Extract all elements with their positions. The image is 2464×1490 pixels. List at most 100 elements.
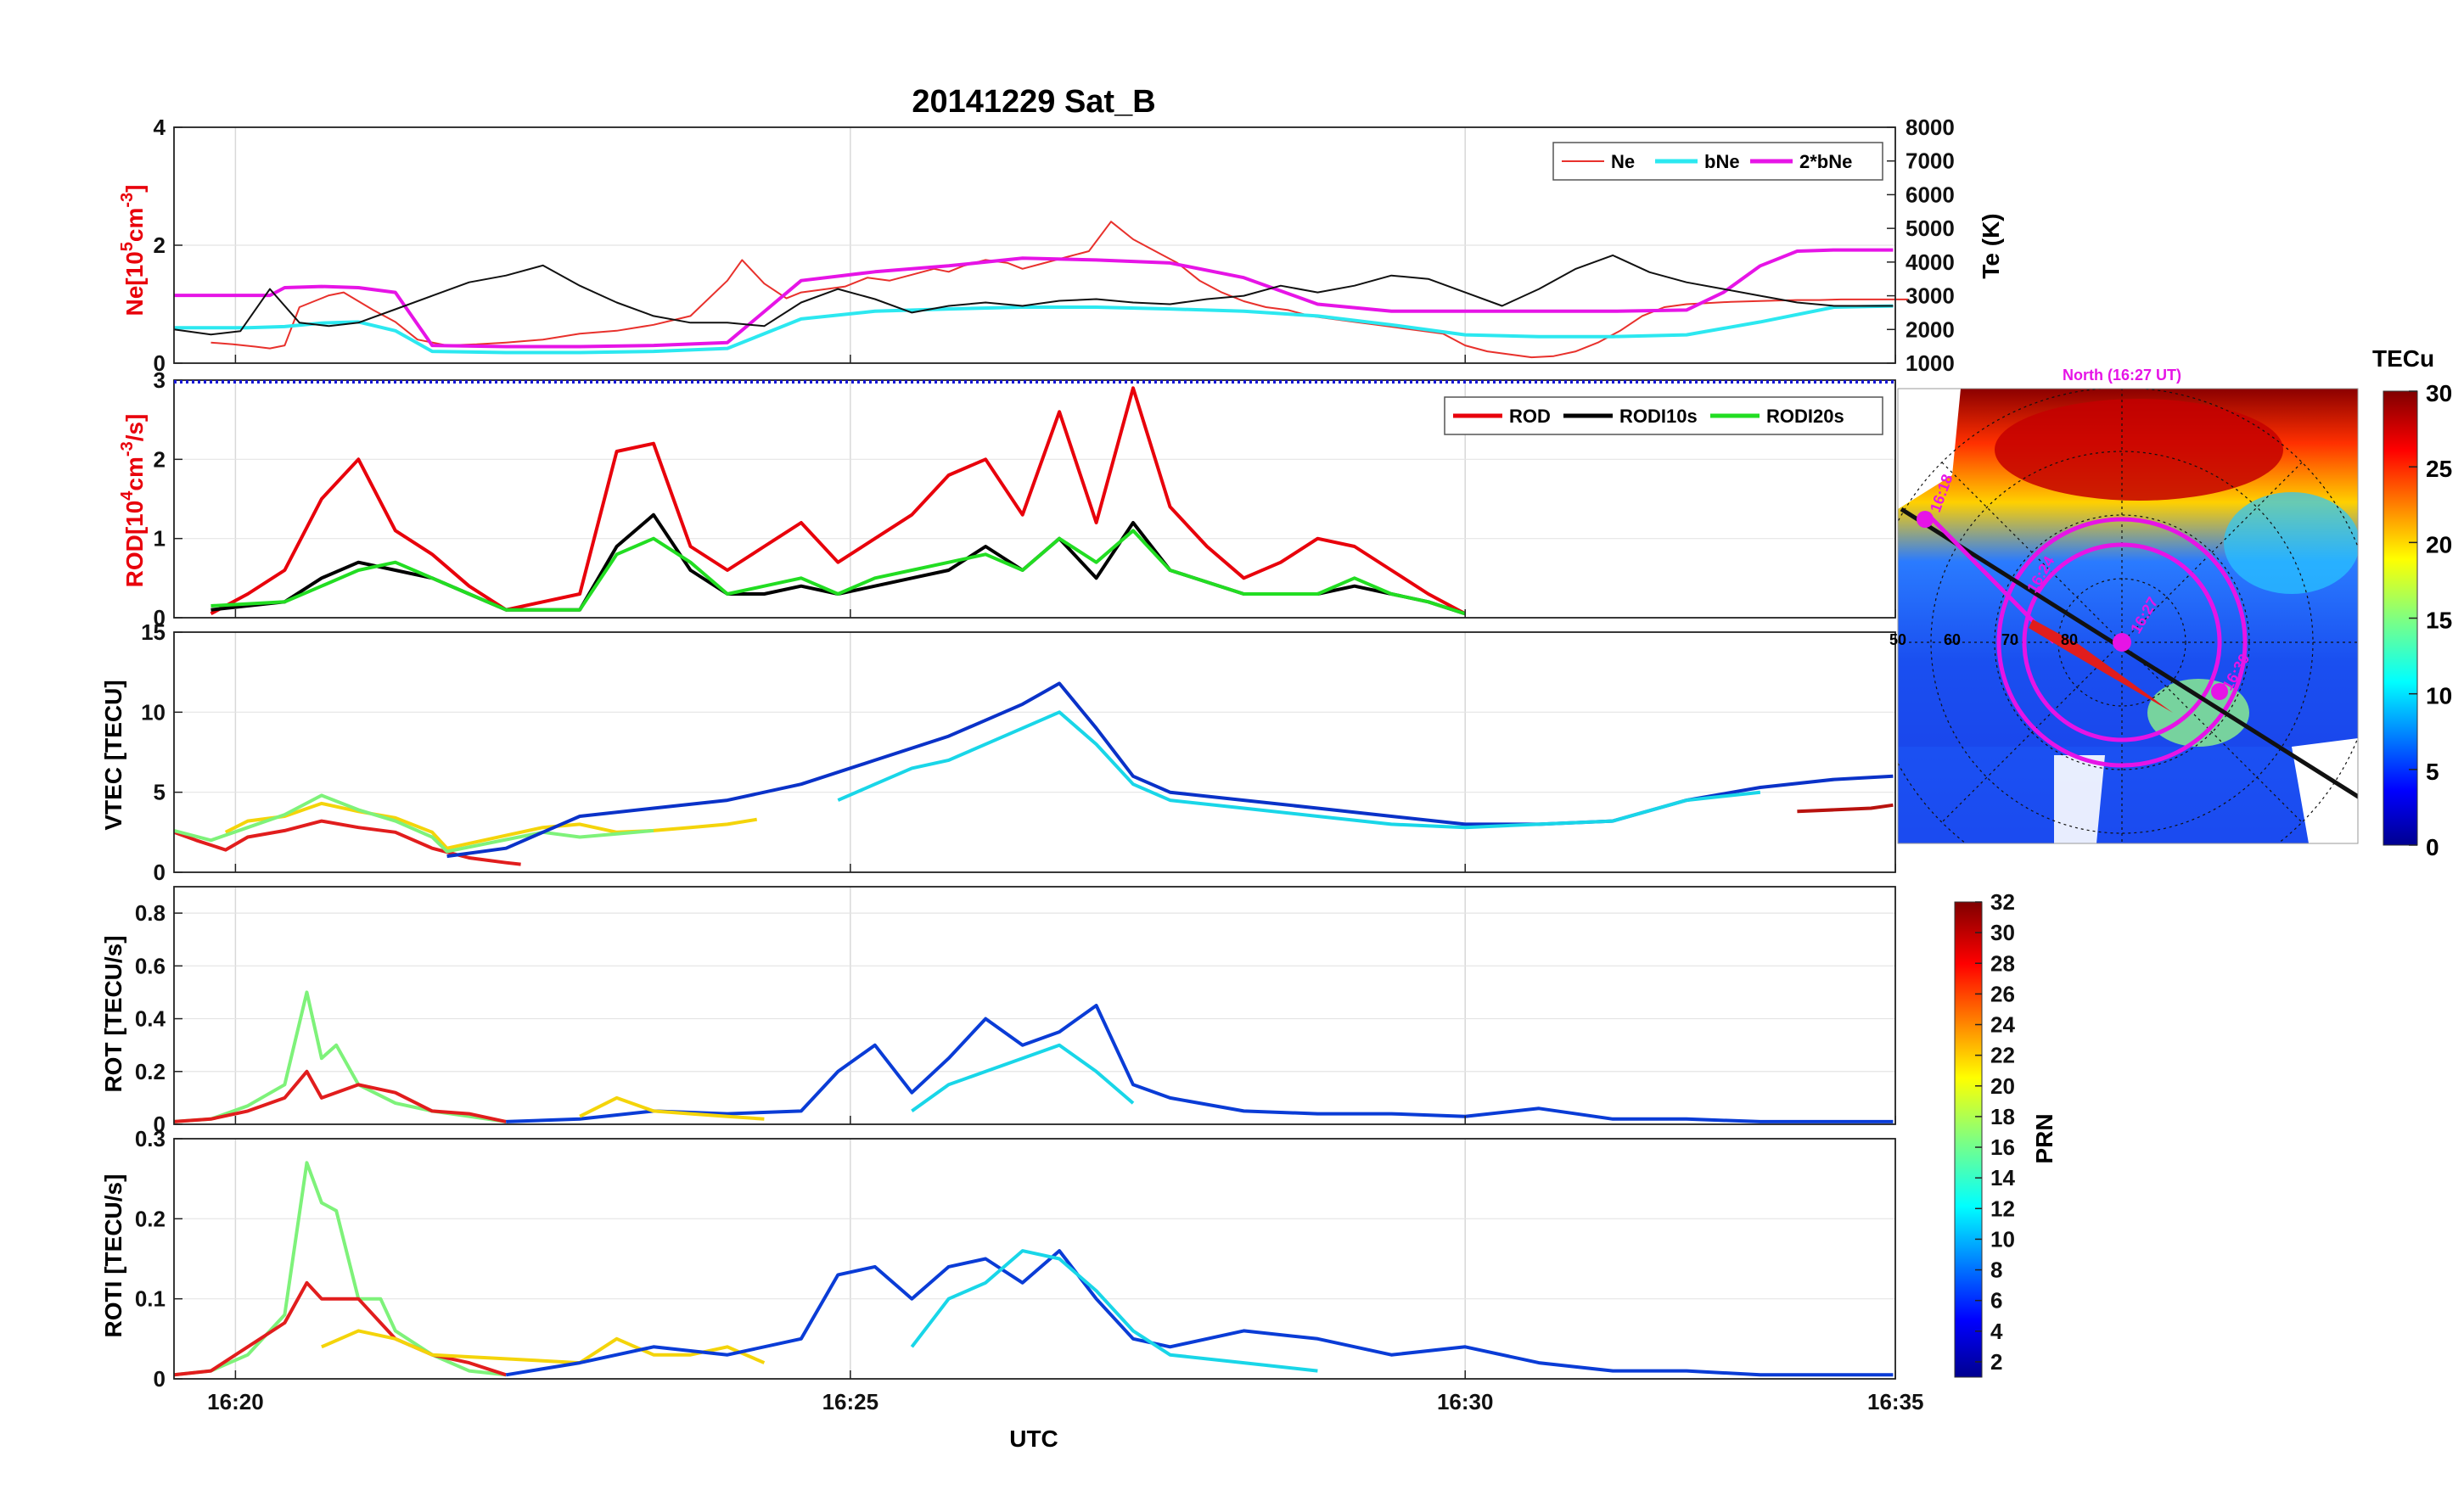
y-tick-label: 0.2 (135, 1059, 166, 1084)
tec-cbar-tick-label: 30 (2426, 380, 2452, 406)
plot-frame (173, 1138, 1896, 1380)
y-tick-label: 0.1 (135, 1286, 166, 1312)
prn-cbar-tick-label: 26 (1990, 981, 2015, 1006)
y-tick-label: 0.2 (135, 1206, 166, 1231)
x-tick-label: 16:30 (1437, 1389, 1494, 1414)
y-tick-label: 5 (154, 780, 166, 805)
prn-cbar-tick-label: 12 (1990, 1196, 2015, 1221)
series-cyan (837, 710, 1761, 830)
legend-ne: Ne (1611, 151, 1635, 172)
prn-cbar-tick-label: 4 (1990, 1319, 2003, 1344)
plot-frame (173, 126, 1896, 364)
y-tick-label: 3 (154, 367, 166, 393)
y-tick-label: 0.4 (135, 1006, 166, 1032)
legend-2bne: 2*bNe (1799, 151, 1852, 172)
series-te (173, 254, 1894, 336)
y-tick-label: 10 (141, 699, 166, 725)
tec-map-inset: North (16:27 UT) (1889, 345, 2452, 860)
x-axis-label: UTC (1009, 1426, 1058, 1452)
rod-legend: ROD RODI10s RODI20s (1444, 396, 1883, 435)
series-cyan (911, 1043, 1135, 1113)
y-tick-label: 15 (141, 619, 166, 645)
prn-cbar-tick-label: 30 (1990, 920, 2015, 945)
series-yellow (579, 1095, 765, 1121)
series-red (173, 819, 521, 866)
prn-cbar-tick-label: 6 (1990, 1288, 2002, 1314)
series-yellow (321, 1329, 766, 1365)
tec-cbar-tick-label: 5 (2426, 759, 2439, 785)
vtec-panel: 0 5 10 15 (141, 619, 1897, 885)
series-2-bne (174, 248, 1894, 349)
y-tick-label: 4 (154, 115, 166, 140)
plot-frame (173, 886, 1896, 1125)
roti-panel: 0 0.1 0.2 0.3 16:20 16:25 16:30 16:35 (135, 1126, 1924, 1414)
prn-cbar-tick-label: 18 (1990, 1104, 2015, 1129)
series-rodi20s (210, 529, 1466, 616)
prn-label: PRN (2031, 1113, 2057, 1163)
tec-cbar-tick-label: 20 (2426, 531, 2452, 557)
y-tick-label: 0 (154, 350, 166, 376)
y2-tick-label: 2000 (1906, 316, 1955, 342)
ne-axis-label: Ne[105cm-3] (118, 185, 148, 316)
series-blue (506, 1004, 1894, 1123)
prn-cbar-tick-label: 14 (1990, 1165, 2015, 1190)
x-tick-label: 16:35 (1867, 1389, 1924, 1414)
series-rod (210, 386, 1467, 616)
ne-legend: Ne bNe 2*bNe (1552, 142, 1883, 181)
y2-tick-label: 3000 (1906, 283, 1955, 309)
rot-axis-label: ROT [TECU/s] (100, 935, 126, 1092)
prn-cbar-tick-label: 10 (1990, 1226, 2015, 1252)
prn-cbar-tick-label: 20 (1990, 1073, 2015, 1099)
map-lat-60: 60 (1944, 631, 1961, 648)
figure-title: 20141229 Sat_B (912, 84, 1155, 120)
series-cyan (910, 1249, 1318, 1373)
roti-axis-label: ROTI [TECU/s] (100, 1174, 126, 1338)
tec-cbar-tick-label: 10 (2426, 683, 2452, 709)
y-tick-label: 0 (154, 1112, 166, 1137)
tec-cbar-tick-label: 0 (2426, 834, 2439, 860)
tec-cbar-tick-label: 25 (2426, 456, 2452, 482)
plot-frame (173, 631, 1896, 873)
y2-tick-label: 7000 (1906, 148, 1955, 174)
y2-tick-label: 8000 (1906, 115, 1955, 140)
rot-panel: 0 0.2 0.4 0.6 0.8 (135, 886, 1897, 1137)
y2-tick-label: 6000 (1906, 182, 1955, 207)
map-lat-70: 70 (2001, 631, 2018, 648)
series-dark-red (1797, 803, 1894, 814)
y-tick-label: 0 (154, 860, 166, 885)
prn-colorbar (1954, 901, 1983, 1378)
y2-tick-label: 4000 (1906, 249, 1955, 275)
y-tick-label: 2 (154, 446, 166, 472)
tec-cbar-tick-label: 15 (2426, 608, 2452, 634)
y2-tick-label: 1000 (1906, 350, 1955, 376)
map-lat-50: 50 (1889, 631, 1906, 648)
legend-rodi20s: RODI20s (1766, 406, 1844, 427)
legend-rodi10s: RODI10s (1619, 406, 1698, 427)
y-tick-label: 0.3 (135, 1126, 166, 1151)
x-tick-label: 16:25 (822, 1389, 879, 1414)
plot-area (174, 632, 1895, 872)
y-tick-label: 1 (154, 526, 166, 552)
prn-cbar-tick-label: 8 (1990, 1258, 2002, 1283)
y-tick-label: 0 (154, 1366, 166, 1392)
y-tick-label: 0.6 (135, 953, 166, 978)
prn-cbar-tick-label: 28 (1990, 950, 2015, 976)
rod-axis-label: ROD[104cm-3/s] (118, 414, 148, 588)
prn-cbar-tick-label: 32 (1990, 889, 2015, 915)
vtec-axis-label: VTEC [TECU] (100, 680, 126, 830)
y-tick-label: 2 (154, 232, 166, 258)
series-ne (210, 221, 1908, 359)
map-title: North (16:27 UT) (2063, 367, 2181, 384)
x-tick-label: 16:20 (207, 1389, 264, 1414)
prn-cbar-tick-label: 22 (1990, 1043, 2015, 1068)
prn-cbar-tick-label: 24 (1990, 1012, 2015, 1038)
y-tick-label: 0 (154, 605, 166, 630)
tec-colorbar-title: TECu (2372, 345, 2434, 372)
prn-cbar-tick-label: 16 (1990, 1134, 2015, 1160)
series-bne (174, 304, 1894, 355)
prn-cbar-tick-label: 2 (1990, 1349, 2002, 1375)
map-lat-80: 80 (2061, 631, 2078, 648)
y2-tick-label: 5000 (1906, 216, 1955, 241)
